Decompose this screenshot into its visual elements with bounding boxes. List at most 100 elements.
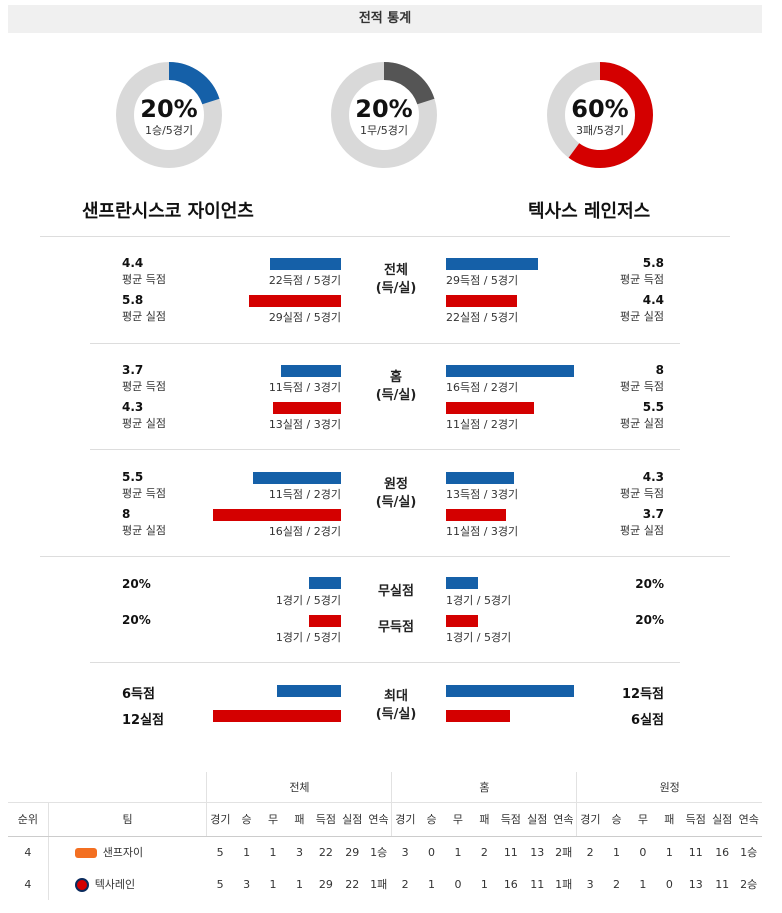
right-stat-bar [446, 365, 574, 377]
section-label: 홈 (득/실) [356, 369, 436, 405]
column-header[interactable]: 무 [629, 802, 657, 837]
stat-cell: 0 [639, 845, 647, 859]
column-header[interactable]: 실점 [708, 802, 736, 837]
column-header[interactable]: 득점 [682, 802, 709, 837]
shutout-right-bar [446, 577, 478, 589]
left-stat-caption: 22득점 / 5경기 [268, 274, 341, 287]
stat-cell: 1패 [555, 878, 573, 891]
max-right-allowed-bar [446, 710, 510, 722]
column-header[interactable]: 득점 [312, 802, 340, 837]
right-stat-caption: 13득점 / 3경기 [446, 488, 519, 501]
right-stat-value: 4.4 [642, 293, 664, 307]
right-stat-value: 3.7 [642, 507, 664, 521]
stat-cell: 11 [530, 877, 545, 891]
team-cell[interactable]: 샌프자이 [47, 836, 207, 868]
column-header[interactable]: 실점 [524, 802, 551, 837]
stat-cell: 22 [345, 877, 360, 891]
table-row[interactable]: 4 샌프자이 5 1 1 3 22 29 1승 3 0 1 2 11 13 2패 2 1 0 1 11 16 1승 [8, 836, 762, 868]
rangers-logo [74, 878, 89, 892]
stat-cell: 13 [530, 845, 545, 859]
stat-cell: 2 [613, 877, 620, 891]
divider [90, 343, 680, 344]
left-stat-label: 평균 실점 [122, 417, 166, 430]
giants-logo [74, 848, 97, 859]
section-label: 전체 (득/실) [356, 262, 436, 298]
win-rate-pct: 20% [140, 95, 198, 123]
column-header[interactable]: 무 [444, 802, 472, 837]
left-stat-label: 평균 득점 [122, 487, 166, 500]
column-header[interactable]: 득점 [497, 802, 525, 837]
stat-cell: 2승 [740, 878, 758, 891]
loss-rate-donut: 60% 3패/5경기 [547, 62, 653, 168]
right-stat-caption: 29득점 / 5경기 [446, 274, 519, 287]
shutout-label: 무실점 [378, 584, 414, 599]
scoreless-left-caption: 1경기 / 5경기 [275, 631, 341, 644]
stat-cell: 1 [480, 877, 488, 891]
stat-cell: 1 [269, 845, 277, 859]
right-stat-value: 8 [655, 363, 664, 377]
left-stat-label: 평균 실점 [122, 524, 166, 537]
group-home: 홈 [391, 772, 577, 803]
stat-cell: 11 [715, 877, 730, 891]
table-row[interactable]: 4 텍사레인 5 3 1 1 29 22 1패 2 1 0 1 16 11 1패 3 2 1 0 13 11 2승 [8, 868, 762, 900]
section-label: 원정 (득/실) [356, 476, 436, 512]
right-stat-bar [446, 402, 534, 414]
stat-cell: 29 [345, 845, 360, 859]
right-stat-caption: 22실점 / 5경기 [446, 311, 519, 324]
divider [40, 556, 730, 557]
stat-cell: 2 [586, 845, 594, 859]
column-header[interactable]: 승 [603, 802, 630, 837]
right-stat-label: 평균 실점 [620, 524, 664, 537]
standings-table: 전체 홈 원정 순위 팀 경기 승 무 패 득점 실점 연속 경기 승 무 패 득점 실점 연속 경기 승 무 패… [8, 772, 762, 900]
column-header[interactable]: 승 [233, 802, 260, 837]
right-stat-label: 평균 실점 [620, 417, 664, 430]
right-stat-value: 4.3 [642, 470, 664, 484]
column-header[interactable]: 실점 [339, 802, 366, 837]
stat-cell: 1 [269, 877, 277, 891]
group-total: 전체 [206, 772, 392, 803]
column-header[interactable]: 연속 [550, 802, 577, 837]
left-stat-value: 8 [122, 507, 131, 521]
left-stat-caption: 11득점 / 2경기 [268, 488, 341, 501]
team-cell-name: 샌프자이 [102, 846, 144, 860]
rank-header: 순위 [8, 802, 49, 837]
section-label-1: 원정 [384, 477, 408, 492]
left-stat-bar [249, 295, 341, 307]
max-right-score: 12득점 [621, 687, 664, 702]
column-header[interactable]: 무 [259, 802, 287, 837]
column-header[interactable]: 경기 [391, 802, 419, 837]
scoreless-right-caption: 1경기 / 5경기 [446, 631, 512, 644]
right-stat-label: 평균 득점 [620, 273, 664, 286]
max-left-score: 6득점 [122, 687, 155, 702]
draw-rate-donut: 20% 1무/5경기 [331, 62, 437, 168]
rank-cell: 4 [24, 877, 32, 891]
team-name-left[interactable]: 샌프란시스코 자이언츠 [82, 201, 254, 222]
column-header[interactable]: 패 [471, 802, 498, 837]
group-away: 원정 [576, 772, 762, 803]
column-header[interactable]: 연속 [365, 802, 392, 837]
column-header[interactable]: 경기 [576, 802, 604, 837]
divider [90, 662, 680, 663]
stat-cell: 11 [688, 845, 703, 859]
stat-cell: 3 [243, 877, 251, 891]
left-stat-label: 평균 득점 [122, 380, 166, 393]
column-header[interactable]: 패 [656, 802, 683, 837]
team-name-right[interactable]: 텍사스 레인저스 [528, 201, 651, 222]
right-stat-caption: 11실점 / 2경기 [446, 418, 519, 431]
column-header[interactable]: 승 [418, 802, 445, 837]
team-cell[interactable]: 텍사레인 [47, 868, 207, 900]
column-header[interactable]: 패 [286, 802, 313, 837]
win-rate-sub: 1승/5경기 [144, 124, 194, 137]
scoreless-label: 무득점 [378, 620, 414, 635]
max-label-1: 최대 [384, 689, 408, 704]
right-stat-value: 5.8 [642, 256, 664, 270]
left-stat-caption: 29실점 / 5경기 [268, 311, 341, 324]
stat-cell: 5 [216, 845, 224, 859]
stat-cell: 1 [639, 877, 647, 891]
max-right-score-bar [446, 685, 574, 697]
scoreless-left-value: 20% [122, 613, 151, 627]
left-stat-value: 4.3 [122, 400, 144, 414]
column-header[interactable]: 연속 [735, 802, 762, 837]
column-header[interactable]: 경기 [206, 802, 234, 837]
divider [90, 449, 680, 450]
